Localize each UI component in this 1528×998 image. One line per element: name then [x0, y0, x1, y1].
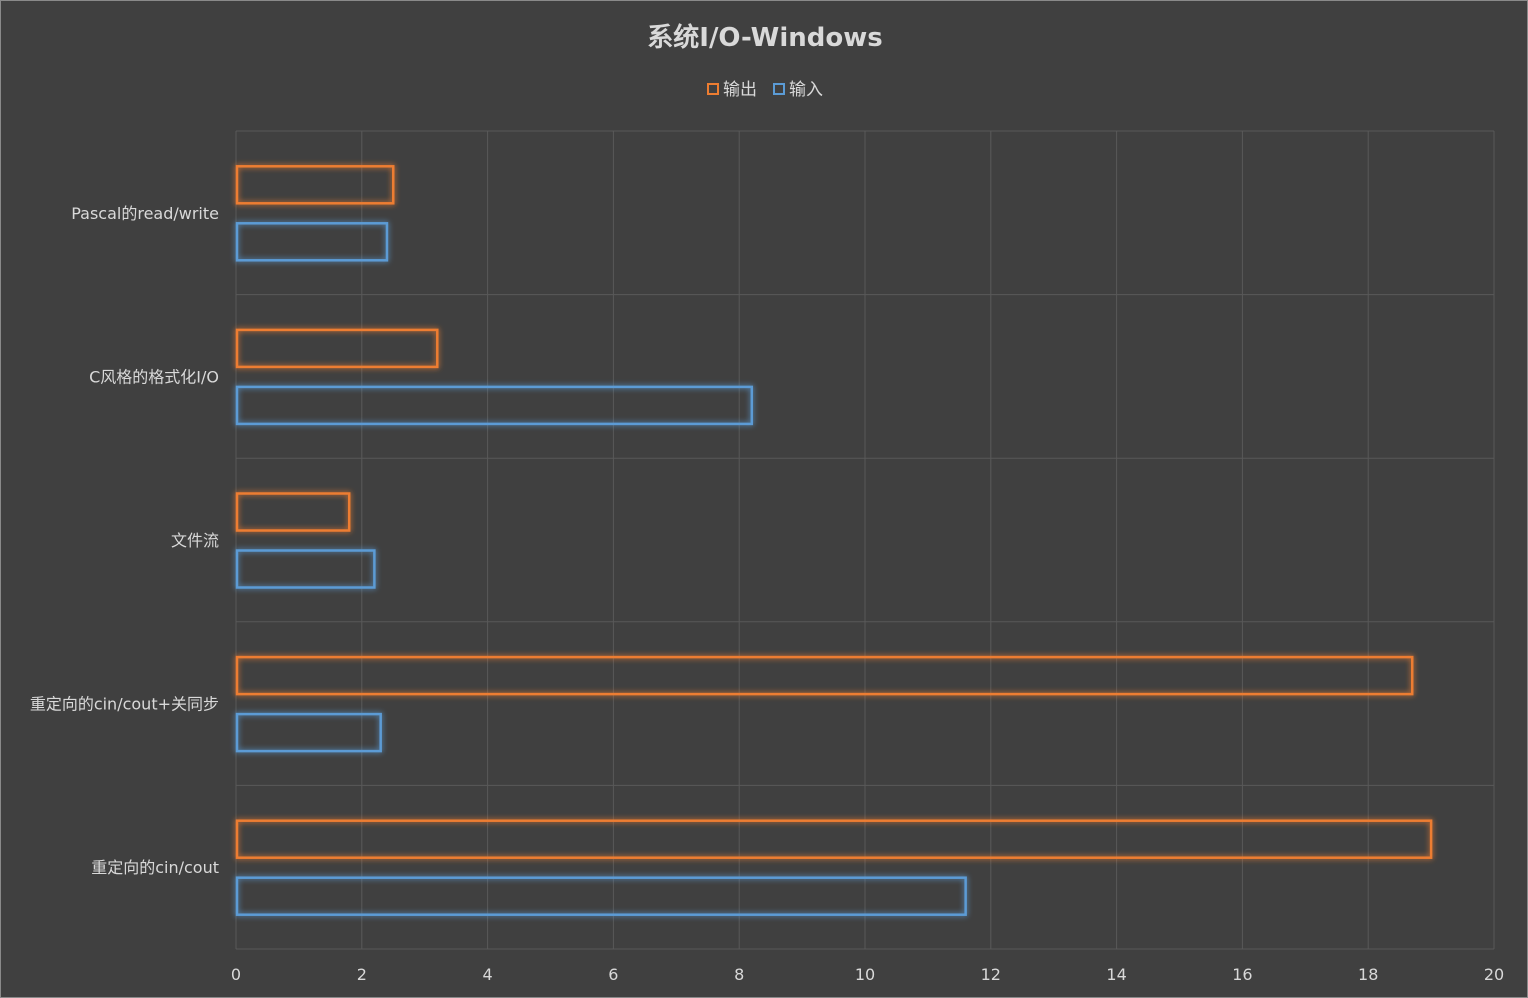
x-tick-label: 8 — [734, 965, 744, 984]
y-category-label: 文件流 — [171, 531, 219, 550]
y-category-label: 重定向的cin/cout — [91, 858, 219, 877]
legend-swatch-output — [707, 83, 719, 95]
x-tick-label: 18 — [1358, 965, 1378, 984]
bar-output — [235, 165, 395, 205]
y-category-label: Pascal的read/write — [71, 204, 219, 223]
bar-input — [235, 549, 376, 589]
x-tick-label: 16 — [1232, 965, 1252, 984]
axis-labels: 0 2 4 6 8 10 12 14 16 18 20 Pascal的read/write C风格的格式… — [30, 204, 1504, 984]
x-tick-label: 6 — [608, 965, 618, 984]
bar-input — [235, 385, 754, 426]
gridlines — [235, 130, 1495, 950]
y-category-label: 重定向的cin/cout+关同步 — [30, 695, 219, 714]
x-tick-label: 4 — [483, 965, 493, 984]
bar-output — [235, 819, 1433, 859]
legend-label-input: 输入 — [789, 80, 823, 100]
legend-swatch-input — [773, 83, 785, 95]
legend-label-output: 输出 — [723, 80, 757, 100]
legend: 输出 输入 — [707, 80, 823, 100]
y-category-label: C风格的格式化I/O — [89, 367, 219, 386]
bar-input — [235, 876, 967, 916]
bar-input — [235, 222, 389, 262]
x-tick-label: 2 — [357, 965, 367, 984]
x-tick-label: 20 — [1484, 965, 1504, 984]
x-tick-label: 12 — [981, 965, 1001, 984]
bar-input — [235, 712, 382, 753]
x-tick-label: 10 — [855, 965, 875, 984]
x-tick-label: 0 — [231, 965, 241, 984]
x-tick-label: 14 — [1106, 965, 1126, 984]
bar-output — [235, 328, 439, 369]
bar-output — [235, 492, 351, 532]
bars — [235, 165, 1433, 916]
bar-output — [235, 655, 1414, 696]
chart-title: 系统I/O-Windows — [647, 22, 882, 53]
